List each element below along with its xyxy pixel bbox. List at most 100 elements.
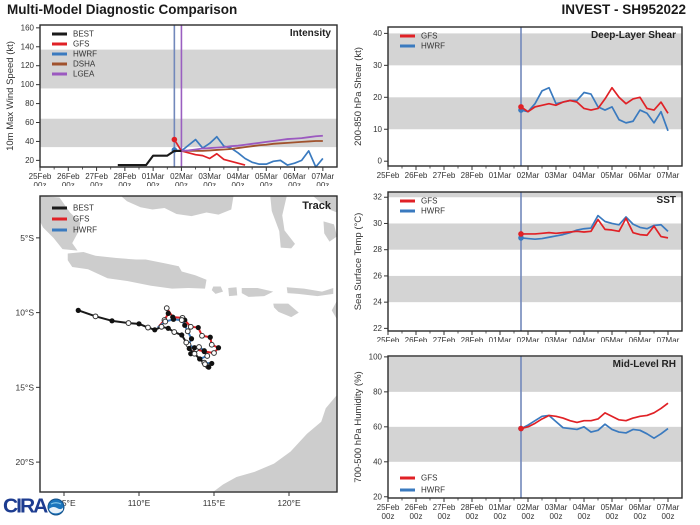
svg-text:20: 20 bbox=[25, 156, 34, 165]
svg-text:02Mar: 02Mar bbox=[517, 336, 540, 342]
svg-text:20°S: 20°S bbox=[15, 457, 34, 467]
svg-text:26: 26 bbox=[373, 271, 382, 280]
svg-text:01Mar: 01Mar bbox=[489, 336, 512, 342]
svg-text:22: 22 bbox=[373, 324, 382, 333]
svg-text:25Feb: 25Feb bbox=[377, 171, 400, 178]
svg-text:80: 80 bbox=[25, 99, 34, 108]
svg-text:28Feb: 28Feb bbox=[461, 503, 484, 512]
svg-text:00z: 00z bbox=[662, 512, 675, 521]
svg-text:02Mar: 02Mar bbox=[517, 171, 540, 178]
svg-text:00z: 00z bbox=[288, 181, 301, 186]
cira-logo: CIRA bbox=[3, 495, 65, 519]
svg-text:01Mar: 01Mar bbox=[489, 503, 512, 512]
svg-text:05Mar: 05Mar bbox=[601, 503, 624, 512]
svg-text:00z: 00z bbox=[466, 512, 479, 521]
svg-text:28Feb: 28Feb bbox=[461, 171, 484, 178]
svg-text:26Feb: 26Feb bbox=[57, 172, 80, 181]
svg-text:10: 10 bbox=[373, 125, 382, 134]
cira-logo-text: CIRA bbox=[3, 495, 48, 518]
svg-text:01Mar: 01Mar bbox=[489, 171, 512, 178]
svg-text:04Mar: 04Mar bbox=[573, 171, 596, 178]
svg-text:00z: 00z bbox=[118, 181, 131, 186]
svg-text:GFS: GFS bbox=[73, 40, 89, 49]
svg-text:105°E: 105°E bbox=[52, 498, 76, 508]
svg-text:00z: 00z bbox=[578, 512, 591, 521]
svg-text:00z: 00z bbox=[232, 181, 245, 186]
svg-text:26Feb: 26Feb bbox=[405, 503, 428, 512]
track-chart: 105°E 110°E 115°E 120°E 5°S 10°S 15°S 20°S Track… bbox=[15, 195, 338, 508]
svg-text:03Mar: 03Mar bbox=[198, 172, 221, 181]
intensity-chart: 25Feb00z26Feb00z27Feb00z28Feb00z01Mar00z… bbox=[5, 23, 338, 190]
svg-text:24: 24 bbox=[373, 298, 382, 307]
svg-text:00z: 00z bbox=[90, 181, 103, 186]
svg-text:5°S: 5°S bbox=[20, 233, 34, 243]
svg-text:00z: 00z bbox=[260, 181, 273, 186]
svg-text:03Mar: 03Mar bbox=[545, 503, 568, 512]
svg-text:115°E: 115°E bbox=[203, 498, 226, 508]
svg-text:HWRF: HWRF bbox=[421, 207, 445, 216]
svg-text:GFS: GFS bbox=[421, 197, 437, 206]
svg-text:06Mar: 06Mar bbox=[629, 171, 652, 178]
svg-text:02Mar: 02Mar bbox=[170, 172, 193, 181]
svg-text:Track: Track bbox=[302, 200, 332, 212]
shear-chart: 25Feb00z26Feb00z27Feb00z28Feb00z01Mar00z… bbox=[353, 26, 683, 189]
svg-text:00z: 00z bbox=[175, 181, 188, 186]
svg-text:28: 28 bbox=[373, 245, 382, 254]
svg-text:00z: 00z bbox=[438, 512, 451, 521]
svg-text:120°E: 120°E bbox=[277, 498, 301, 508]
svg-text:Intensity: Intensity bbox=[290, 28, 332, 39]
svg-text:0: 0 bbox=[378, 157, 383, 166]
svg-text:00z: 00z bbox=[203, 181, 216, 186]
svg-text:02Mar: 02Mar bbox=[517, 503, 540, 512]
svg-text:80: 80 bbox=[373, 387, 382, 396]
intensity-panel: 25Feb 00z 26Feb 00z 27Feb 00z 28Feb 00z 01Mar 00z… bbox=[0, 14, 350, 190]
svg-text:00z: 00z bbox=[410, 512, 423, 521]
svg-text:SST: SST bbox=[657, 195, 676, 206]
svg-text:30: 30 bbox=[373, 61, 382, 70]
svg-text:28Feb: 28Feb bbox=[461, 336, 484, 342]
svg-text:27Feb: 27Feb bbox=[433, 171, 456, 178]
svg-text:30: 30 bbox=[373, 219, 382, 228]
svg-text:04Mar: 04Mar bbox=[573, 503, 596, 512]
svg-text:27Feb: 27Feb bbox=[433, 336, 456, 342]
svg-text:04Mar: 04Mar bbox=[573, 336, 596, 342]
svg-text:01Mar: 01Mar bbox=[142, 172, 165, 181]
svg-text:06Mar: 06Mar bbox=[629, 336, 652, 342]
sst-chart: 25Feb00z26Feb00z27Feb00z28Feb00z01Mar00z… bbox=[353, 191, 683, 354]
rh-chart: 25Feb00z26Feb00z27Feb00z28Feb00z01Mar00z… bbox=[353, 352, 683, 521]
svg-text:40: 40 bbox=[373, 457, 382, 466]
svg-text:140: 140 bbox=[21, 42, 35, 51]
cira-globe-icon bbox=[47, 498, 65, 516]
svg-text:03Mar: 03Mar bbox=[545, 336, 568, 342]
svg-text:20: 20 bbox=[373, 492, 382, 501]
svg-text:25Feb: 25Feb bbox=[29, 172, 52, 181]
svg-text:06Mar: 06Mar bbox=[283, 172, 306, 181]
svg-text:00z: 00z bbox=[634, 512, 647, 521]
svg-text:15°S: 15°S bbox=[15, 382, 34, 392]
svg-text:07Mar: 07Mar bbox=[312, 172, 335, 181]
svg-text:00z: 00z bbox=[34, 181, 47, 186]
rh-panel: 25Feb 00z 26Feb 00z 27Feb 00z 28Feb 00z 01Mar 00z… bbox=[350, 342, 700, 525]
svg-text:00z: 00z bbox=[550, 512, 563, 521]
svg-text:HWRF: HWRF bbox=[73, 50, 97, 59]
svg-text:40: 40 bbox=[25, 137, 34, 146]
svg-text:700-500 hPa Humidity (%): 700-500 hPa Humidity (%) bbox=[353, 371, 364, 482]
svg-text:00z: 00z bbox=[62, 181, 75, 186]
svg-text:GFS: GFS bbox=[421, 474, 437, 483]
svg-text:DSHA: DSHA bbox=[73, 60, 96, 69]
svg-text:GFS: GFS bbox=[421, 32, 437, 41]
svg-text:27Feb: 27Feb bbox=[85, 172, 108, 181]
svg-text:00z: 00z bbox=[522, 512, 535, 521]
svg-text:LGEA: LGEA bbox=[73, 70, 95, 79]
svg-text:27Feb: 27Feb bbox=[433, 503, 456, 512]
svg-text:100: 100 bbox=[369, 352, 383, 361]
track-panel: 105°E 110°E 115°E 120°E 5°S 10°S 15°S 20°S Track… bbox=[0, 186, 350, 525]
sst-panel: 25Feb00z26Feb00z27Feb00z28Feb00z01Mar00z… bbox=[350, 178, 700, 354]
svg-text:03Mar: 03Mar bbox=[545, 171, 568, 178]
svg-text:05Mar: 05Mar bbox=[255, 172, 278, 181]
svg-text:07Mar: 07Mar bbox=[657, 336, 680, 342]
svg-text:20: 20 bbox=[373, 93, 382, 102]
svg-text:Mid-Level RH: Mid-Level RH bbox=[613, 359, 676, 370]
svg-text:60: 60 bbox=[25, 118, 34, 127]
